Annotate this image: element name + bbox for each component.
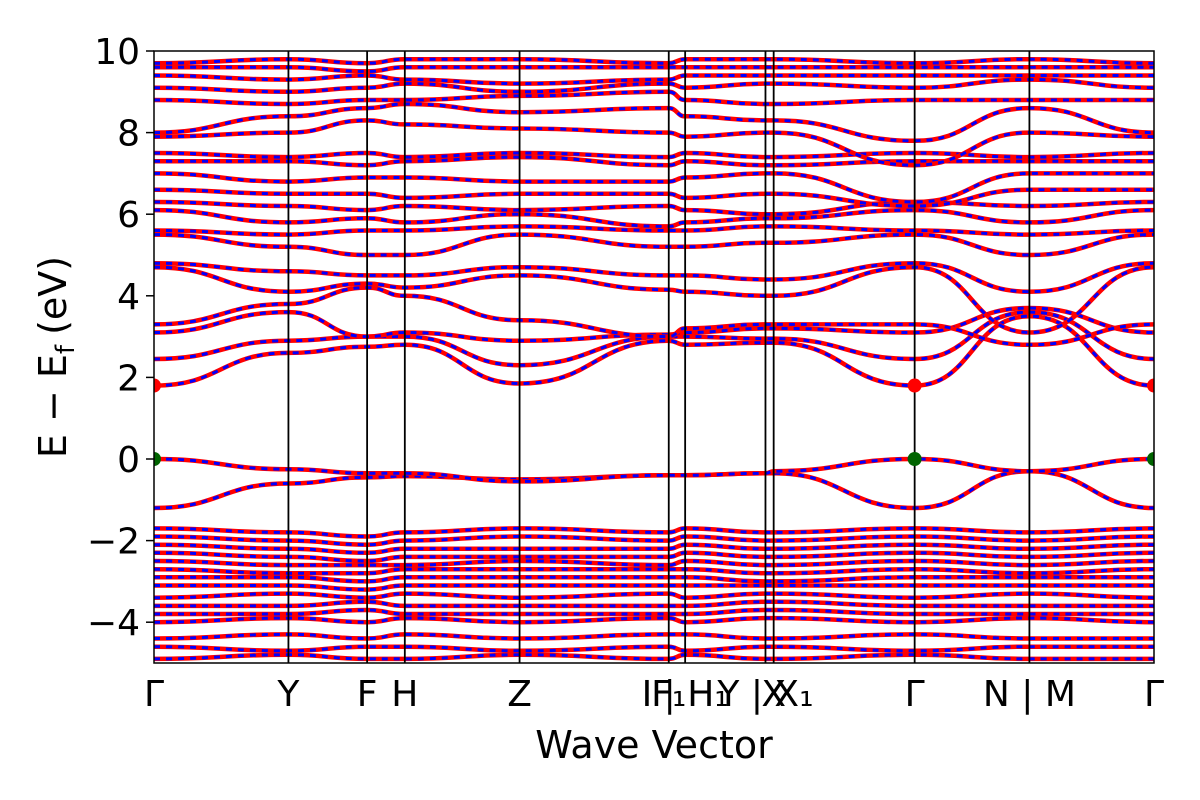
band-37-spin-down xyxy=(154,653,1154,661)
x-tick-label-7: Y | X₁ xyxy=(716,674,813,715)
x-tick-label-10: N | M xyxy=(983,674,1076,715)
band-27-spin-up xyxy=(154,558,1154,568)
y-tick-label-1: 8 xyxy=(117,114,140,155)
y-axis-label-unit: (eV) xyxy=(31,256,75,335)
band-7-spin-up xyxy=(154,260,1154,294)
plot-frame xyxy=(153,50,1155,664)
band-11-spin-down xyxy=(154,200,1154,216)
band-17-spin-down xyxy=(154,102,1154,143)
band-26-spin-down xyxy=(154,551,1154,563)
y-tick-label-7: −4 xyxy=(87,603,140,644)
band-lines xyxy=(154,56,1154,662)
y-axis-label-main: E − E xyxy=(31,354,75,458)
high-symmetry-lines xyxy=(287,51,1031,663)
band-30-spin-down xyxy=(154,583,1154,592)
band-2-spin-down xyxy=(154,314,1154,388)
x-tick-label-3: H xyxy=(391,674,418,715)
band-edge-marker-1 xyxy=(907,378,922,393)
band-edge-marker-3 xyxy=(154,452,161,466)
y-axis-label: E − Ef (eV) xyxy=(31,256,81,458)
band-5-spin-down xyxy=(154,286,1154,347)
band-11-spin-up xyxy=(154,199,1154,217)
band-10-spin-up xyxy=(154,207,1154,229)
band-20-spin-up xyxy=(154,73,1154,86)
band-23-spin-down xyxy=(154,526,1154,538)
band-edge-markers xyxy=(154,378,1154,466)
band-13-spin-down xyxy=(154,171,1154,204)
band-6-spin-down xyxy=(154,265,1154,334)
y-tick-label-5: 0 xyxy=(117,440,140,481)
y-tick-label-6: −2 xyxy=(87,522,140,563)
band-9-spin-down xyxy=(154,224,1154,237)
band-25-spin-down xyxy=(154,543,1154,555)
x-tick-label-5: F₁ xyxy=(651,674,686,715)
band-16-spin-up xyxy=(154,118,1154,168)
y-tick-label-0: 10 xyxy=(94,32,140,73)
band-33-spin-down xyxy=(154,608,1154,616)
band-31-spin-down xyxy=(154,592,1154,600)
band-21-spin-down xyxy=(154,65,1154,73)
y-axis-label-sub: f xyxy=(51,344,81,354)
band-15-spin-down xyxy=(154,151,1154,159)
band-32-spin-down xyxy=(154,600,1154,608)
band-19-spin-down xyxy=(154,78,1154,94)
band-1-spin-up xyxy=(154,456,1154,484)
band-18-spin-down xyxy=(154,90,1154,106)
x-tick-label-4: Z xyxy=(507,674,532,715)
band-13-spin-up xyxy=(154,171,1154,205)
x-tick-label-11: Γ xyxy=(1144,674,1164,715)
band-12-spin-down xyxy=(154,188,1154,208)
band-edge-marker-4 xyxy=(907,452,922,466)
band-35-spin-down xyxy=(154,632,1154,641)
y-tick-label-2: 6 xyxy=(117,195,140,236)
x-tick-label-6: I | H₁ xyxy=(642,674,729,715)
band-22-spin-down xyxy=(154,57,1154,65)
x-tick-label-0: Γ xyxy=(144,674,164,715)
band-8-spin-down xyxy=(154,233,1154,257)
band-edge-marker-2 xyxy=(1147,378,1154,393)
band-edge-marker-0 xyxy=(154,378,161,393)
band-24-spin-down xyxy=(154,535,1154,547)
band-34-spin-down xyxy=(154,616,1154,624)
band-3-spin-down xyxy=(154,310,1154,367)
band-14-spin-down xyxy=(154,155,1154,167)
band-28-spin-up xyxy=(154,566,1154,576)
x-tick-label-1: Y xyxy=(276,674,300,715)
x-axis-ticks: Γ Y F H Z F₁I | H₁Y | X₁X Γ N | M Γ xyxy=(144,674,1164,715)
y-tick-label-4: 2 xyxy=(117,358,140,399)
x-tick-label-2: F xyxy=(357,674,378,715)
band-29-spin-down xyxy=(154,575,1154,583)
y-axis-ticks: 10 8 6 4 2 0 −2 −4 xyxy=(87,32,154,644)
x-tick-label-8: X xyxy=(761,674,786,715)
x-tick-label-9: Γ xyxy=(905,674,925,715)
band-36-spin-down xyxy=(154,645,1154,653)
x-axis-label: Wave Vector xyxy=(535,723,773,767)
band-edge-marker-5 xyxy=(1147,452,1154,466)
y-tick-label-3: 4 xyxy=(117,277,140,318)
